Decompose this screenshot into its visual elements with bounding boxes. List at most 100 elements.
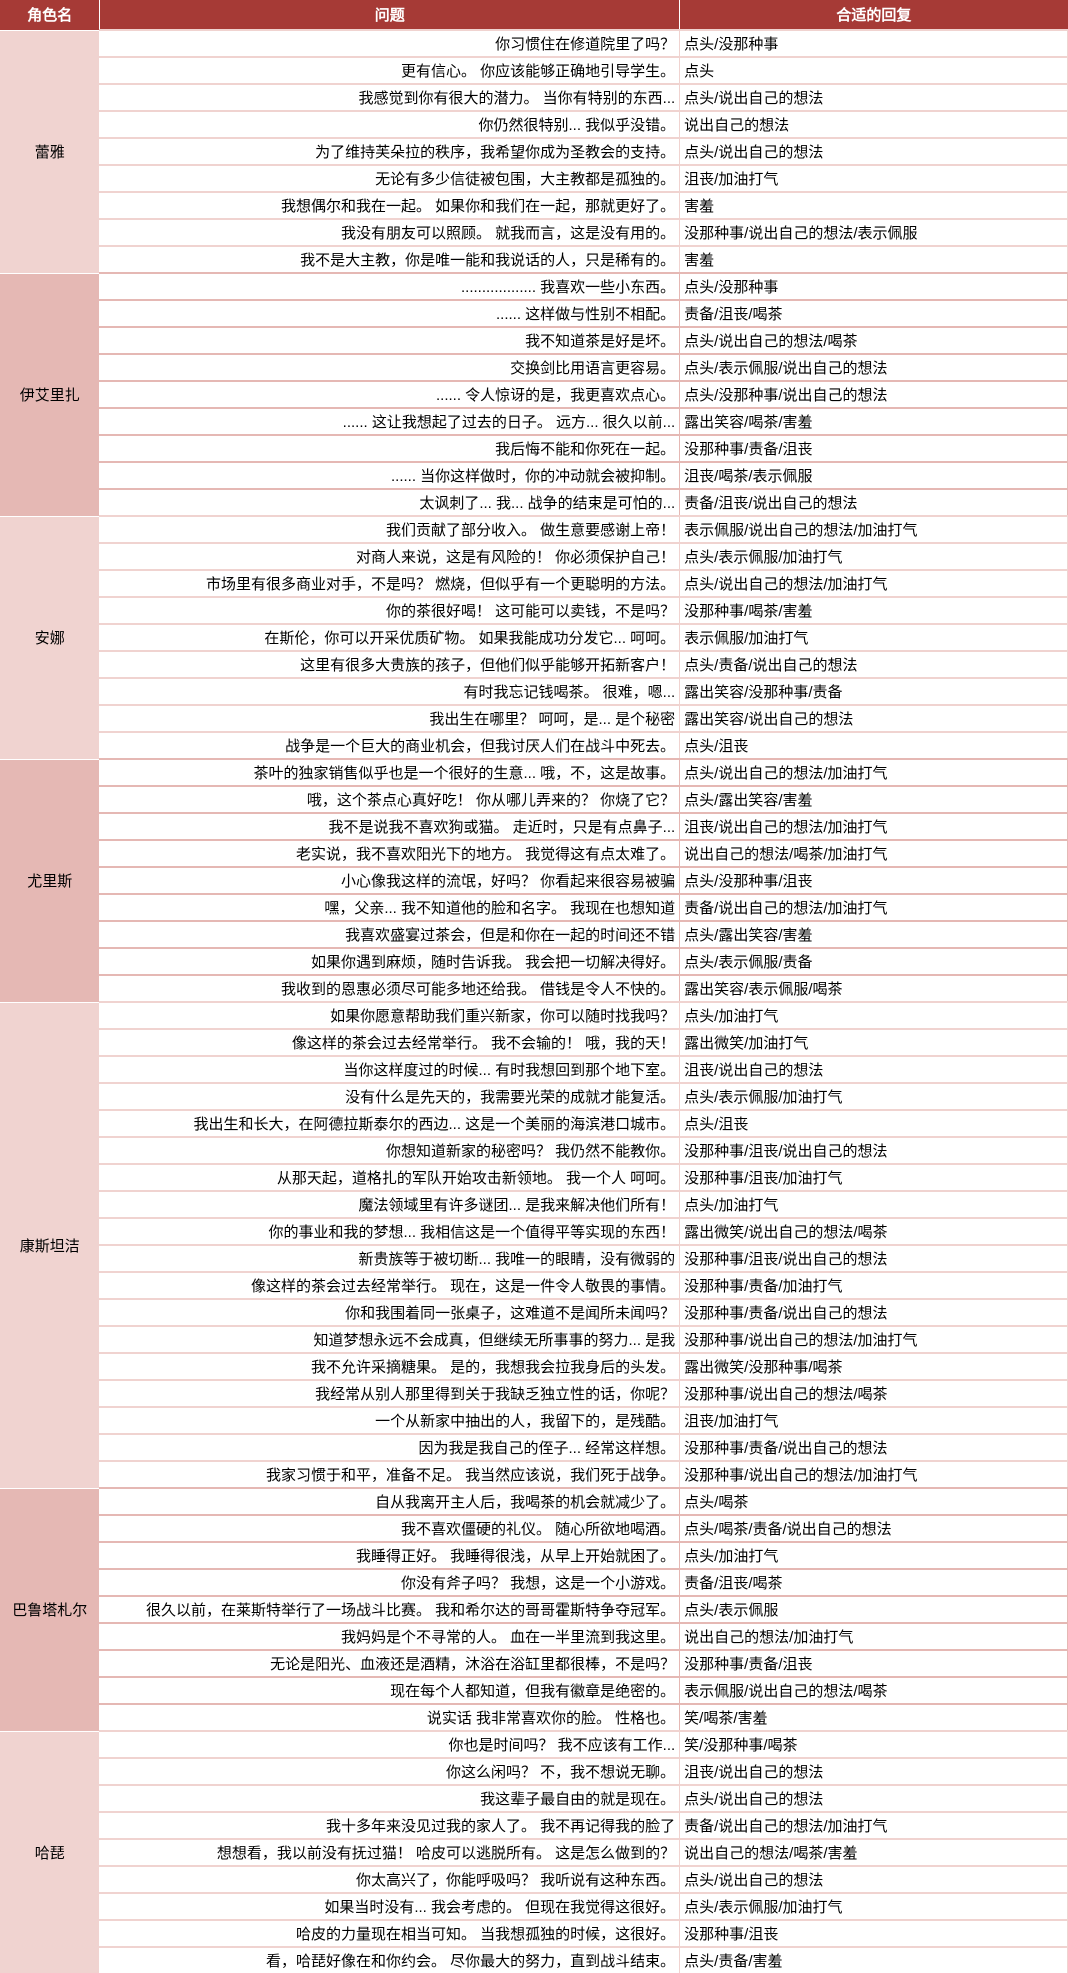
table-row: 一个从新家中抽出的人，我留下的，是残酷。沮丧/加油打气 <box>0 1407 1068 1434</box>
answer-cell: 没那种事/说出自己的想法/喝茶 <box>680 1380 1068 1407</box>
answer-cell: 没那种事/说出自己的想法/加油打气 <box>680 1461 1068 1488</box>
answer-cell: 点头/表示佩服/加油打气 <box>680 1893 1068 1920</box>
table-row: 新贵族等于被切断... 我唯一的眼睛，没有微弱的没那种事/沮丧/说出自己的想法 <box>0 1245 1068 1272</box>
question-cell: 你太高兴了，你能呼吸吗？ 我听说有这种东西。 <box>100 1866 680 1893</box>
table-row: 更有信心。 你应该能够正确地引导学生。点头 <box>0 57 1068 84</box>
table-row: 如果你遇到麻烦，随时告诉我。 我会把一切解决得好。点头/表示佩服/责备 <box>0 948 1068 975</box>
table-row: 我出生和长大，在阿德拉斯泰尔的西边... 这是一个美丽的海滨港口城市。点头/沮丧 <box>0 1110 1068 1137</box>
header-question: 问题 <box>100 0 680 30</box>
table-row: 你想知道新家的秘密吗？ 我仍然不能教你。没那种事/沮丧/说出自己的想法 <box>0 1137 1068 1164</box>
answer-cell: 沮丧/说出自己的想法 <box>680 1758 1068 1785</box>
table-row: 战争是一个巨大的商业机会，但我讨厌人们在战斗中死去。点头/沮丧 <box>0 732 1068 759</box>
question-cell: 我喜欢盛宴过茶会，但是和你在一起的时间还不错 <box>100 921 680 948</box>
question-cell: 我收到的恩惠必须尽可能多地还给我。 借钱是令人不快的。 <box>100 975 680 1002</box>
table-row: 在斯伦，你可以开采优质矿物。 如果我能成功分发它... 呵呵。表示佩服/加油打气 <box>0 624 1068 651</box>
header-answer: 合适的回复 <box>680 0 1068 30</box>
table-row: 像这样的茶会过去经常举行。 现在，这是一件令人敬畏的事情。没那种事/责备/加油打… <box>0 1272 1068 1299</box>
answer-cell: 点头 <box>680 57 1068 84</box>
table-row: 有时我忘记钱喝茶。 很难，嗯...露出笑容/没那种事/责备 <box>0 678 1068 705</box>
question-cell: 因为我是我自己的侄子... 经常这样想。 <box>100 1434 680 1461</box>
table-row: 哦，这个茶点心真好吃！ 你从哪儿弄来的？ 你烧了它？点头/露出笑容/害羞 <box>0 786 1068 813</box>
answer-cell: 没那种事/责备/沮丧 <box>680 435 1068 462</box>
question-cell: 我不允许采摘糖果。 是的，我想我会拉我身后的头发。 <box>100 1353 680 1380</box>
table-row: 老实说，我不喜欢阳光下的地方。 我觉得这有点太难了。说出自己的想法/喝茶/加油打… <box>0 840 1068 867</box>
table-row: 尤里斯茶叶的独家销售似乎也是一个很好的生意... 哦，不，这是故事。点头/说出自… <box>0 759 1068 786</box>
table-row: 伊艾里扎.................. 我喜欢一些小东西。点头/没那种事 <box>0 273 1068 300</box>
table-row: 对商人来说，这是有风险的！ 你必须保护自己！点头/表示佩服/加油打气 <box>0 543 1068 570</box>
answer-cell: 表示佩服/加油打气 <box>680 624 1068 651</box>
table-row: 想想看，我以前没有抚过猫！ 哈皮可以逃脱所有。 这是怎么做到的？说出自己的想法/… <box>0 1839 1068 1866</box>
table-row: 因为我是我自己的侄子... 经常这样想。没那种事/责备/说出自己的想法 <box>0 1434 1068 1461</box>
question-cell: 你和我围着同一张桌子，这难道不是闻所未闻吗？ <box>100 1299 680 1326</box>
question-cell: 如果你遇到麻烦，随时告诉我。 我会把一切解决得好。 <box>100 948 680 975</box>
answer-cell: 责备/说出自己的想法/加油打气 <box>680 894 1068 921</box>
question-cell: 我不知道茶是好是坏。 <box>100 327 680 354</box>
answer-cell: 责备/沮丧/喝茶 <box>680 1569 1068 1596</box>
answer-cell: 点头/没那种事/说出自己的想法 <box>680 381 1068 408</box>
question-cell: 想想看，我以前没有抚过猫！ 哈皮可以逃脱所有。 这是怎么做到的？ <box>100 1839 680 1866</box>
table-row: 我睡得正好。 我睡得很浅，从早上开始就困了。点头/加油打气 <box>0 1542 1068 1569</box>
answer-cell: 责备/沮丧/说出自己的想法 <box>680 489 1068 516</box>
answer-cell: 点头/露出笑容/害羞 <box>680 786 1068 813</box>
question-cell: 这里有很多大贵族的孩子，但他们似乎能够开拓新客户！ <box>100 651 680 678</box>
question-cell: 我不是说我不喜欢狗或猫。 走近时，只是有点鼻子... <box>100 813 680 840</box>
question-cell: 看，哈琵好像在和你约会。 尽你最大的努力，直到战斗结束。 <box>100 1947 680 1973</box>
answer-cell: 露出笑容/说出自己的想法 <box>680 705 1068 732</box>
dialogue-table: 角色名问题合适的回复蕾雅你习惯住在修道院里了吗？点头/没那种事更有信心。 你应该… <box>0 0 1068 1973</box>
answer-cell: 没那种事/沮丧 <box>680 1920 1068 1947</box>
answer-cell: 责备/沮丧/喝茶 <box>680 300 1068 327</box>
question-cell: ...... 这样做与性别不相配。 <box>100 300 680 327</box>
question-cell: 我经常从别人那里得到关于我缺乏独立性的话，你呢？ <box>100 1380 680 1407</box>
answer-cell: 害羞 <box>680 246 1068 273</box>
question-cell: 说实话 我非常喜欢你的脸。 性格也。 <box>100 1704 680 1731</box>
table-row: 我不是大主教，你是唯一能和我说话的人，只是稀有的。害羞 <box>0 246 1068 273</box>
question-cell: 无论是阳光、血液还是酒精，沐浴在浴缸里都很棒，不是吗？ <box>100 1650 680 1677</box>
answer-cell: 点头/责备/说出自己的想法 <box>680 651 1068 678</box>
table-row: 嘿，父亲... 我不知道他的脸和名字。 我现在也想知道责备/说出自己的想法/加油… <box>0 894 1068 921</box>
answer-cell: 说出自己的想法/喝茶/加油打气 <box>680 840 1068 867</box>
answer-cell: 点头/沮丧 <box>680 1110 1068 1137</box>
answer-cell: 点头/沮丧 <box>680 732 1068 759</box>
question-cell: 像这样的茶会过去经常举行。 我不会输的！ 哦，我的天！ <box>100 1029 680 1056</box>
question-cell: 我不是大主教，你是唯一能和我说话的人，只是稀有的。 <box>100 246 680 273</box>
question-cell: 新贵族等于被切断... 我唯一的眼睛，没有微弱的 <box>100 1245 680 1272</box>
table-row: 我家习惯于和平，准备不足。 我当然应该说，我们死于战争。没那种事/说出自己的想法… <box>0 1461 1068 1488</box>
answer-cell: 点头/说出自己的想法 <box>680 138 1068 165</box>
answer-cell: 说出自己的想法/加油打气 <box>680 1623 1068 1650</box>
table-row: 没有什么是先天的，我需要光荣的成就才能复活。点头/表示佩服/加油打气 <box>0 1083 1068 1110</box>
question-cell: 交换剑比用语言更容易。 <box>100 354 680 381</box>
table-row: 哈皮的力量现在相当可知。 当我想孤独的时候，这很好。没那种事/沮丧 <box>0 1920 1068 1947</box>
answer-cell: 害羞 <box>680 192 1068 219</box>
question-cell: 你想知道新家的秘密吗？ 我仍然不能教你。 <box>100 1137 680 1164</box>
table-row: 我感觉到你有很大的潜力。 当你有特别的东西...点头/说出自己的想法 <box>0 84 1068 111</box>
question-cell: 你的茶很好喝！ 这可能可以卖钱，不是吗？ <box>100 597 680 624</box>
answer-cell: 点头/说出自己的想法 <box>680 84 1068 111</box>
answer-cell: 没那种事/说出自己的想法/加油打气 <box>680 1326 1068 1353</box>
table-row: 看，哈琵好像在和你约会。 尽你最大的努力，直到战斗结束。点头/责备/害羞 <box>0 1947 1068 1973</box>
question-cell: 小心像我这样的流氓，好吗？ 你看起来很容易被骗 <box>100 867 680 894</box>
table-row: 巴鲁塔札尔自从我离开主人后，我喝茶的机会就减少了。点头/喝茶 <box>0 1488 1068 1515</box>
question-cell: 魔法领域里有许多谜团... 是我来解决他们所有！ <box>100 1191 680 1218</box>
answer-cell: 没那种事/沮丧/说出自己的想法 <box>680 1245 1068 1272</box>
answer-cell: 沮丧/加油打气 <box>680 1407 1068 1434</box>
character-cell: 康斯坦洁 <box>0 1002 100 1488</box>
question-cell: 有时我忘记钱喝茶。 很难，嗯... <box>100 678 680 705</box>
question-cell: 我不喜欢僵硬的礼仪。 随心所欲地喝酒。 <box>100 1515 680 1542</box>
character-cell: 蕾雅 <box>0 30 100 273</box>
answer-cell: 没那种事/责备/说出自己的想法 <box>680 1299 1068 1326</box>
answer-cell: 点头/表示佩服/责备 <box>680 948 1068 975</box>
answer-cell: 没那种事/说出自己的想法/表示佩服 <box>680 219 1068 246</box>
answer-cell: 沮丧/喝茶/表示佩服 <box>680 462 1068 489</box>
table-row: 我不允许采摘糖果。 是的，我想我会拉我身后的头发。露出微笑/没那种事/喝茶 <box>0 1353 1068 1380</box>
table-row: 知道梦想永远不会成真，但继续无所事事的努力... 是我没那种事/说出自己的想法/… <box>0 1326 1068 1353</box>
answer-cell: 点头/没那种事 <box>680 30 1068 57</box>
answer-cell: 露出微笑/加油打气 <box>680 1029 1068 1056</box>
answer-cell: 露出微笑/没那种事/喝茶 <box>680 1353 1068 1380</box>
question-cell: ...... 当你这样做时，你的冲动就会被抑制。 <box>100 462 680 489</box>
table-row: ...... 这样做与性别不相配。责备/沮丧/喝茶 <box>0 300 1068 327</box>
table-row: 我没有朋友可以照顾。 就我而言，这是没有用的。没那种事/说出自己的想法/表示佩服 <box>0 219 1068 246</box>
table-row: 我出生在哪里？ 呵呵，是... 是个秘密露出笑容/说出自己的想法 <box>0 705 1068 732</box>
answer-cell: 点头/没那种事/沮丧 <box>680 867 1068 894</box>
question-cell: 当你这样度过的时候... 有时我想回到那个地下室。 <box>100 1056 680 1083</box>
answer-cell: 点头/责备/害羞 <box>680 1947 1068 1973</box>
